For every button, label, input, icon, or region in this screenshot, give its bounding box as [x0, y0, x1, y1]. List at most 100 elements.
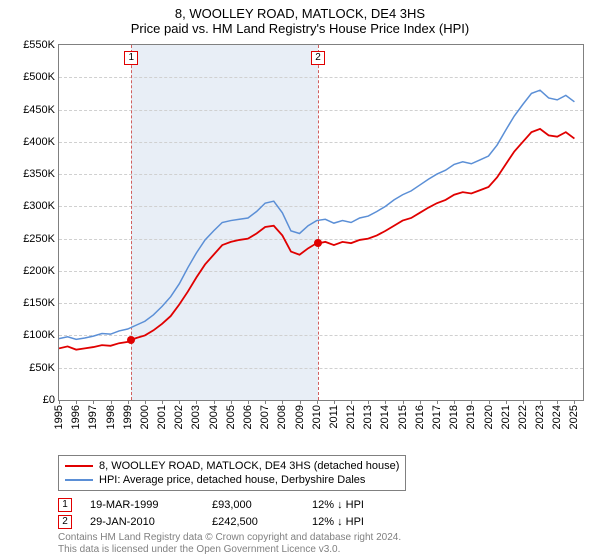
x-tick	[196, 400, 197, 404]
x-tick	[162, 400, 163, 404]
transaction-row: 119-MAR-1999£93,00012% ↓ HPI	[58, 498, 590, 512]
x-axis-label: 2025	[568, 405, 580, 429]
x-tick	[540, 400, 541, 404]
x-axis-label: 2023	[534, 405, 546, 429]
x-tick	[403, 400, 404, 404]
x-axis-label: 2005	[225, 405, 237, 429]
x-axis-label: 2006	[242, 405, 254, 429]
y-axis-label: £400K	[23, 136, 55, 148]
x-axis-label: 2020	[483, 405, 495, 429]
footer-attribution: Contains HM Land Registry data © Crown c…	[58, 532, 590, 556]
x-axis-label: 1997	[87, 405, 99, 429]
x-axis-label: 1995	[53, 405, 65, 429]
x-axis-label: 2009	[294, 405, 306, 429]
x-axis-label: 2004	[208, 405, 220, 429]
y-axis-label: £50K	[29, 362, 55, 374]
legend-swatch	[65, 479, 93, 481]
transaction-marker-box: 2	[311, 51, 325, 65]
legend-label: 8, WOOLLEY ROAD, MATLOCK, DE4 3HS (detac…	[99, 459, 399, 473]
legend-swatch	[65, 465, 93, 467]
x-tick	[111, 400, 112, 404]
x-axis-label: 2007	[259, 405, 271, 429]
x-tick	[179, 400, 180, 404]
transaction-price: £242,500	[212, 516, 312, 528]
transaction-price: £93,000	[212, 499, 312, 511]
footer-line2: This data is licensed under the Open Gov…	[58, 544, 590, 556]
chart-area: £0£50K£100K£150K£200K£250K£300K£350K£400…	[10, 40, 590, 451]
y-axis-label: £450K	[23, 104, 55, 116]
x-tick	[471, 400, 472, 404]
y-axis-label: £100K	[23, 329, 55, 341]
transaction-date: 29-JAN-2010	[72, 516, 212, 528]
x-axis-label: 2017	[431, 405, 443, 429]
chart-title-line2: Price paid vs. HM Land Registry's House …	[10, 21, 590, 36]
x-tick	[454, 400, 455, 404]
transaction-index-box: 2	[58, 515, 72, 529]
x-tick	[385, 400, 386, 404]
y-axis-label: £300K	[23, 200, 55, 212]
x-tick	[368, 400, 369, 404]
x-axis-label: 2021	[500, 405, 512, 429]
legend-item: 8, WOOLLEY ROAD, MATLOCK, DE4 3HS (detac…	[65, 459, 399, 473]
x-tick	[437, 400, 438, 404]
x-axis-label: 2015	[397, 405, 409, 429]
legend-label: HPI: Average price, detached house, Derb…	[99, 473, 365, 487]
transaction-row: 229-JAN-2010£242,50012% ↓ HPI	[58, 515, 590, 529]
x-axis-label: 2001	[156, 405, 168, 429]
x-axis-label: 2010	[311, 405, 323, 429]
transaction-marker-dot	[314, 239, 322, 247]
transactions-list: 119-MAR-1999£93,00012% ↓ HPI229-JAN-2010…	[10, 495, 590, 532]
legend: 8, WOOLLEY ROAD, MATLOCK, DE4 3HS (detac…	[58, 455, 406, 491]
x-axis-label: 2014	[379, 405, 391, 429]
y-axis-label: £150K	[23, 297, 55, 309]
x-tick	[231, 400, 232, 404]
footer-line1: Contains HM Land Registry data © Crown c…	[58, 532, 590, 544]
x-axis-label: 2012	[345, 405, 357, 429]
line-series-svg	[59, 45, 583, 400]
x-tick	[574, 400, 575, 404]
series-hpi	[59, 90, 574, 339]
y-axis-label: £250K	[23, 233, 55, 245]
x-tick	[334, 400, 335, 404]
x-tick	[59, 400, 60, 404]
x-axis-label: 2016	[414, 405, 426, 429]
transaction-diff: 12% ↓ HPI	[312, 499, 590, 511]
x-tick	[317, 400, 318, 404]
x-axis-label: 1998	[105, 405, 117, 429]
x-tick	[420, 400, 421, 404]
x-axis-label: 2003	[190, 405, 202, 429]
x-tick	[76, 400, 77, 404]
x-axis-label: 2013	[362, 405, 374, 429]
x-tick	[282, 400, 283, 404]
x-tick	[214, 400, 215, 404]
transaction-marker-box: 1	[124, 51, 138, 65]
chart-title-line1: 8, WOOLLEY ROAD, MATLOCK, DE4 3HS	[10, 6, 590, 21]
transaction-index-box: 1	[58, 498, 72, 512]
x-tick	[265, 400, 266, 404]
transaction-marker-dot	[127, 336, 135, 344]
x-tick	[351, 400, 352, 404]
x-axis-label: 2024	[551, 405, 563, 429]
transaction-date: 19-MAR-1999	[72, 499, 212, 511]
x-axis-label: 2002	[173, 405, 185, 429]
x-axis-label: 2018	[448, 405, 460, 429]
x-axis-label: 2022	[517, 405, 529, 429]
x-tick	[128, 400, 129, 404]
x-tick	[523, 400, 524, 404]
x-tick	[557, 400, 558, 404]
x-axis-label: 2011	[328, 405, 340, 429]
x-tick	[145, 400, 146, 404]
y-axis-label: £500K	[23, 71, 55, 83]
y-axis-label: £350K	[23, 168, 55, 180]
x-tick	[300, 400, 301, 404]
x-axis-label: 2019	[465, 405, 477, 429]
x-tick	[93, 400, 94, 404]
transaction-diff: 12% ↓ HPI	[312, 516, 590, 528]
plot-region: £0£50K£100K£150K£200K£250K£300K£350K£400…	[58, 44, 584, 401]
legend-item: HPI: Average price, detached house, Derb…	[65, 473, 399, 487]
y-axis-label: £550K	[23, 39, 55, 51]
x-tick	[248, 400, 249, 404]
x-axis-label: 1996	[70, 405, 82, 429]
x-tick	[506, 400, 507, 404]
x-axis-label: 2008	[276, 405, 288, 429]
